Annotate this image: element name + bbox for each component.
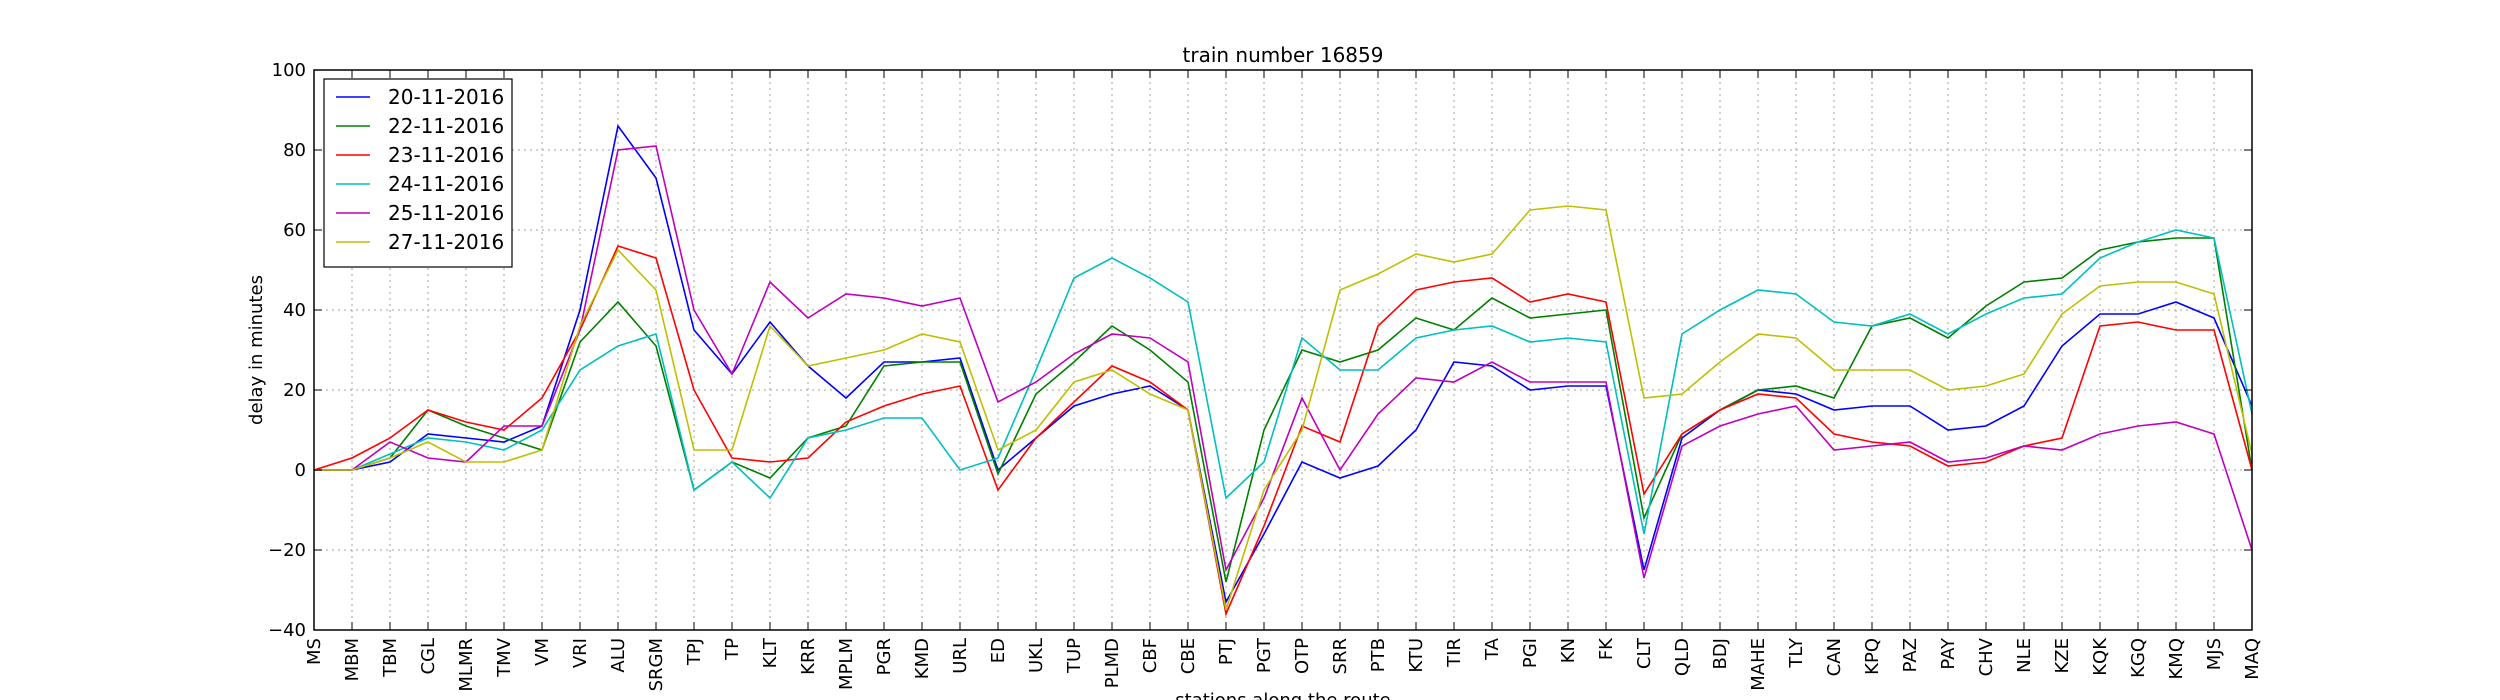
x-tick-label: TPJ bbox=[684, 638, 705, 666]
x-tick-label: KMD bbox=[912, 638, 933, 679]
y-tick-label: 60 bbox=[283, 220, 306, 241]
x-tick-label: OTP bbox=[1292, 638, 1313, 674]
x-tick-label: PGI bbox=[1520, 638, 1541, 668]
y-tick-label: 40 bbox=[283, 300, 306, 321]
x-tick-label: PTJ bbox=[1216, 638, 1237, 665]
x-tick-label: VRI bbox=[570, 638, 591, 668]
x-tick-label: CLT bbox=[1634, 637, 1655, 669]
x-tick-label: MAQ bbox=[2242, 638, 2263, 680]
x-tick-label: KQK bbox=[2090, 637, 2111, 676]
series-group bbox=[313, 124, 2253, 617]
x-tick-label: KMQ bbox=[2166, 638, 2187, 680]
y-tick-label: −20 bbox=[268, 540, 306, 561]
series-line-20-11-2016 bbox=[314, 124, 2253, 605]
y-tick-label: −40 bbox=[268, 620, 306, 641]
x-tick-label: FK bbox=[1596, 637, 1617, 660]
y-axis-title: delay in minutes bbox=[246, 275, 267, 425]
x-tick-label: SRR bbox=[1330, 638, 1351, 674]
x-tick-label: UKL bbox=[1026, 638, 1047, 673]
x-tick-label: SRGM bbox=[646, 638, 667, 691]
x-tick-label: TIR bbox=[1444, 638, 1465, 668]
x-tick-label: TLY bbox=[1786, 637, 1807, 669]
grid bbox=[314, 70, 2252, 630]
x-tick-label: URL bbox=[950, 638, 971, 674]
legend-box bbox=[323, 78, 513, 268]
legend-label: 20-11-2016 bbox=[388, 85, 504, 109]
x-tick-label: KLT bbox=[760, 637, 781, 668]
x-tick-label: PLMD bbox=[1102, 638, 1123, 688]
x-tick-label: ED bbox=[988, 638, 1009, 663]
x-tick-label: PAZ bbox=[1900, 638, 1921, 672]
x-tick-label: KZE bbox=[2052, 638, 2073, 674]
x-tick-label: PTB bbox=[1368, 638, 1389, 672]
x-tick-label: MLMR bbox=[456, 638, 477, 692]
x-tick-label: PGR bbox=[874, 638, 895, 675]
x-tick-label: VM bbox=[532, 638, 553, 666]
series-line-27-11-2016 bbox=[314, 205, 2253, 611]
y-tick-label: 20 bbox=[283, 380, 306, 401]
chart-title: train number 16859 bbox=[1183, 43, 1384, 67]
x-tick-label: MJS bbox=[2204, 638, 2225, 670]
x-tick-label: NLE bbox=[2014, 638, 2035, 673]
x-tick-label: TBM bbox=[380, 638, 401, 678]
x-tick-label: MS bbox=[304, 638, 325, 665]
x-tick-label: CHV bbox=[1976, 637, 1997, 676]
x-tick-label: CBF bbox=[1140, 638, 1161, 673]
x-tick-label: KGQ bbox=[2128, 638, 2149, 678]
x-tick-label: KTU bbox=[1406, 638, 1427, 673]
series-line-23-11-2016 bbox=[313, 245, 2253, 617]
x-tick-label: MAHE bbox=[1748, 638, 1769, 691]
x-axis-title: stations along the route bbox=[1175, 690, 1390, 700]
x-tick-label: PGT bbox=[1254, 637, 1275, 673]
series-line-22-11-2016 bbox=[314, 237, 2253, 583]
y-tick-label: 80 bbox=[283, 140, 306, 161]
x-tick-label: MPLM bbox=[836, 638, 857, 690]
legend-label: 25-11-2016 bbox=[388, 201, 504, 225]
x-tick-label: CBE bbox=[1178, 638, 1199, 674]
x-tick-label: KPQ bbox=[1862, 638, 1883, 675]
y-tick-label: 100 bbox=[272, 60, 306, 81]
legend-label: 23-11-2016 bbox=[388, 143, 504, 167]
x-tick-label: KN bbox=[1558, 638, 1579, 663]
y-axis: −40 −20 0 20 40 60 80 100 bbox=[268, 60, 2252, 641]
x-tick-label: MBM bbox=[342, 638, 363, 681]
x-tick-label: TP bbox=[722, 638, 743, 661]
y-tick-label: 0 bbox=[295, 460, 306, 481]
legend-label: 22-11-2016 bbox=[388, 114, 504, 138]
series-line-25-11-2016 bbox=[314, 145, 2253, 579]
x-axis: MS MBM TBM CGL MLMR TMV VM VRI ALU SRGM TPJ TP KLT KR… bbox=[304, 70, 2263, 692]
x-tick-label: PAY bbox=[1938, 637, 1959, 670]
series-line-24-11-2016 bbox=[314, 229, 2253, 535]
x-tick-label: TMV bbox=[494, 637, 515, 678]
x-tick-label: KRR bbox=[798, 638, 819, 675]
x-tick-label: QLD bbox=[1672, 638, 1693, 676]
legend-label: 24-11-2016 bbox=[388, 172, 504, 196]
legend-label: 27-11-2016 bbox=[388, 230, 504, 254]
x-tick-label: TUP bbox=[1064, 638, 1085, 674]
x-tick-label: CAN bbox=[1824, 638, 1845, 676]
x-tick-label: TA bbox=[1482, 637, 1503, 661]
plot-frame bbox=[313, 69, 2253, 631]
x-tick-label: BDJ bbox=[1710, 638, 1731, 670]
legend: 20-11-2016 22-11-2016 23-11-2016 24-11-2016… bbox=[323, 78, 513, 268]
x-tick-label: CGL bbox=[418, 638, 439, 675]
x-tick-label: ALU bbox=[608, 638, 629, 673]
